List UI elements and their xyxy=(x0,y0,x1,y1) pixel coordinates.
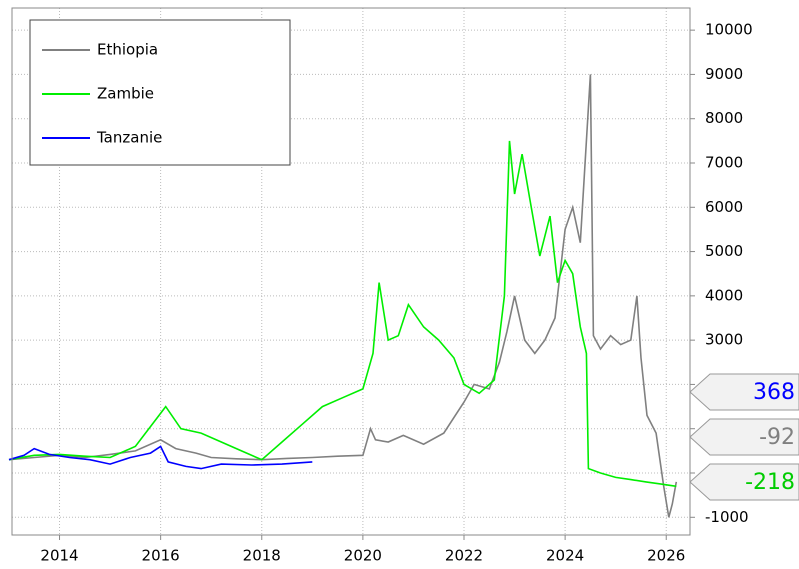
x-tick-label: 2024 xyxy=(546,547,584,565)
y-tick-label: 3000 xyxy=(705,331,743,349)
x-tick-label: 2016 xyxy=(142,547,180,565)
y-tick-label: 4000 xyxy=(705,286,743,304)
y-tick-label: 7000 xyxy=(705,154,743,172)
y-tick-label: 10000 xyxy=(705,21,753,39)
x-tick-label: 2018 xyxy=(243,547,281,565)
callout-label: 368 xyxy=(753,380,795,405)
y-tick-label: 8000 xyxy=(705,109,743,127)
callout-label: -92 xyxy=(759,425,795,450)
callout-label: -218 xyxy=(745,470,795,495)
legend-label: Tanzanie xyxy=(96,129,162,147)
series-line xyxy=(8,445,313,470)
series-line xyxy=(8,140,677,488)
x-tick-label: 2020 xyxy=(344,547,382,565)
x-tick-label: 2022 xyxy=(445,547,483,565)
y-tick-label: 9000 xyxy=(705,65,743,83)
callout-box xyxy=(689,373,799,411)
y-tick-label: 6000 xyxy=(705,198,743,216)
y-tick-label: -1000 xyxy=(705,508,749,526)
legend-label: Zambie xyxy=(97,85,154,103)
x-tick-label: 2026 xyxy=(647,547,685,565)
callout-box xyxy=(689,418,799,456)
legend-label: Ethiopia xyxy=(97,41,158,59)
legend-box xyxy=(29,19,291,166)
x-tick-label: 2014 xyxy=(40,547,78,565)
y-tick-label: 5000 xyxy=(705,242,743,260)
plot-frame xyxy=(11,7,691,536)
callout-box xyxy=(689,463,799,501)
